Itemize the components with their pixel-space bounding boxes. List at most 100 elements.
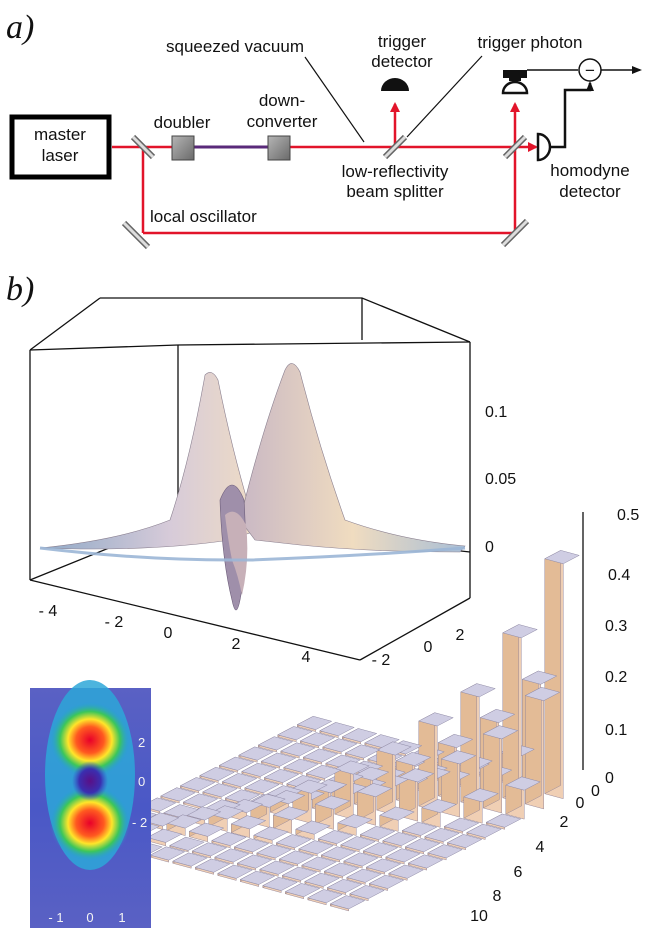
contour-x-tick: - 1 (48, 910, 63, 925)
density-bar (320, 846, 357, 863)
density-bar (299, 732, 336, 749)
density-z-ticks: 0.5 0.4 0.3 0.2 0.1 0 (605, 507, 639, 787)
panel-b-label: b) (6, 271, 34, 308)
squeezed-vacuum-label: squeezed vacuum (166, 37, 304, 56)
density-bar (233, 838, 270, 855)
density-bar (362, 842, 399, 859)
density-bar (236, 854, 273, 871)
density-bar (349, 884, 385, 902)
density-bar (257, 736, 294, 753)
density-bar (275, 834, 312, 851)
density-bar (314, 795, 351, 830)
density-bar (421, 798, 457, 828)
density-bar (218, 756, 255, 773)
trigger-photon-label: trigger photon (478, 33, 583, 52)
doubler-label: doubler (154, 113, 211, 132)
panel-a-label: a) (6, 9, 34, 46)
density-bar (211, 831, 247, 849)
trigger-detector-icon (381, 78, 409, 91)
contour-y-tick: 2 (138, 735, 145, 750)
contour-y-tick: - 2 (132, 815, 147, 830)
density-bar (191, 842, 228, 859)
density-bar (241, 762, 277, 779)
density-bar (202, 783, 238, 800)
density-bar (281, 866, 318, 883)
beam-splitter-1 (130, 134, 156, 160)
density-bar (427, 844, 463, 861)
density-bar (244, 779, 280, 796)
density-bar (368, 874, 405, 891)
surface-y-tick: 2 (456, 627, 465, 644)
contour-x-tick: 1 (118, 910, 125, 925)
density-bar (238, 746, 274, 763)
local-oscillator-label: local oscillator (150, 207, 257, 226)
density-bar (172, 852, 208, 869)
density-bar (256, 844, 292, 861)
density-bar (188, 822, 225, 843)
density-bar (298, 840, 334, 857)
contour-y-tick: 0 (138, 774, 145, 789)
density-bar (446, 833, 483, 851)
surface-x-tick: 4 (302, 649, 311, 666)
homodyne-detector-icon (536, 132, 552, 162)
density-bar (382, 831, 418, 849)
photon-counter-icon (501, 70, 529, 95)
density-bar (341, 728, 378, 745)
signal-wire-homodyne (550, 81, 594, 149)
density-index-ticks: 0 2 4 6 8 10 (470, 795, 584, 925)
density-bar (460, 683, 496, 808)
homodyne-label-2: detector (559, 182, 621, 201)
master-laser-box (9, 114, 112, 180)
density-index-tick: 10 (470, 908, 488, 925)
contour-lobe-bottom (50, 785, 130, 861)
trigger-detector-label-1: trigger (378, 32, 427, 51)
squeezed-vacuum-pointer (304, 56, 365, 143)
doubler-crystal (171, 135, 195, 161)
density-bar (284, 882, 321, 900)
density-bar (505, 776, 541, 820)
density-bar (253, 826, 289, 845)
density-bar (304, 872, 340, 889)
density-z-tick: 0.1 (605, 722, 627, 739)
low-reflectivity-splitter (382, 134, 408, 160)
density-bar (160, 787, 196, 804)
density-bar (259, 860, 295, 877)
mirror-lo-2 (500, 218, 530, 248)
density-bar (295, 820, 331, 840)
density-bar (194, 858, 231, 875)
density-bar (379, 806, 415, 832)
density-index-tick: 4 (536, 839, 545, 856)
surface-x-tick: 2 (232, 636, 241, 653)
density-bar (401, 821, 438, 838)
density-z-tick: 0.5 (617, 507, 639, 524)
density-bar (169, 836, 205, 853)
density-bar (214, 848, 250, 865)
density-bar (340, 836, 376, 853)
density-bar (463, 788, 499, 824)
density-bar (230, 815, 267, 838)
wigner-surface (39, 363, 466, 611)
density-bar (302, 748, 339, 765)
density-bar (359, 825, 396, 842)
surface-x-tick: - 2 (105, 614, 124, 631)
contour-center-dip (72, 761, 108, 801)
density-bar (329, 895, 366, 912)
density-bar (322, 738, 358, 755)
surface-x-tick: - 4 (39, 603, 58, 620)
density-z-tick: 0.4 (608, 567, 630, 584)
density-bar (319, 721, 355, 739)
density-bar (337, 814, 373, 836)
density-bar (443, 817, 480, 834)
density-bar (388, 864, 424, 881)
surface-x-ticks: - 4 - 2 0 2 4 (39, 603, 311, 666)
density-bar (365, 858, 402, 875)
density-bar (280, 742, 316, 759)
surface-box (29, 297, 471, 661)
density-bar (182, 793, 219, 810)
density-bar (466, 823, 502, 840)
low-reflectivity-label-2: beam splitter (346, 182, 444, 201)
surface-x-tick: 0 (164, 625, 173, 642)
density-matrix-bars (82, 549, 580, 912)
density-bar (326, 878, 363, 895)
surface-z-tick: 0 (485, 539, 494, 556)
